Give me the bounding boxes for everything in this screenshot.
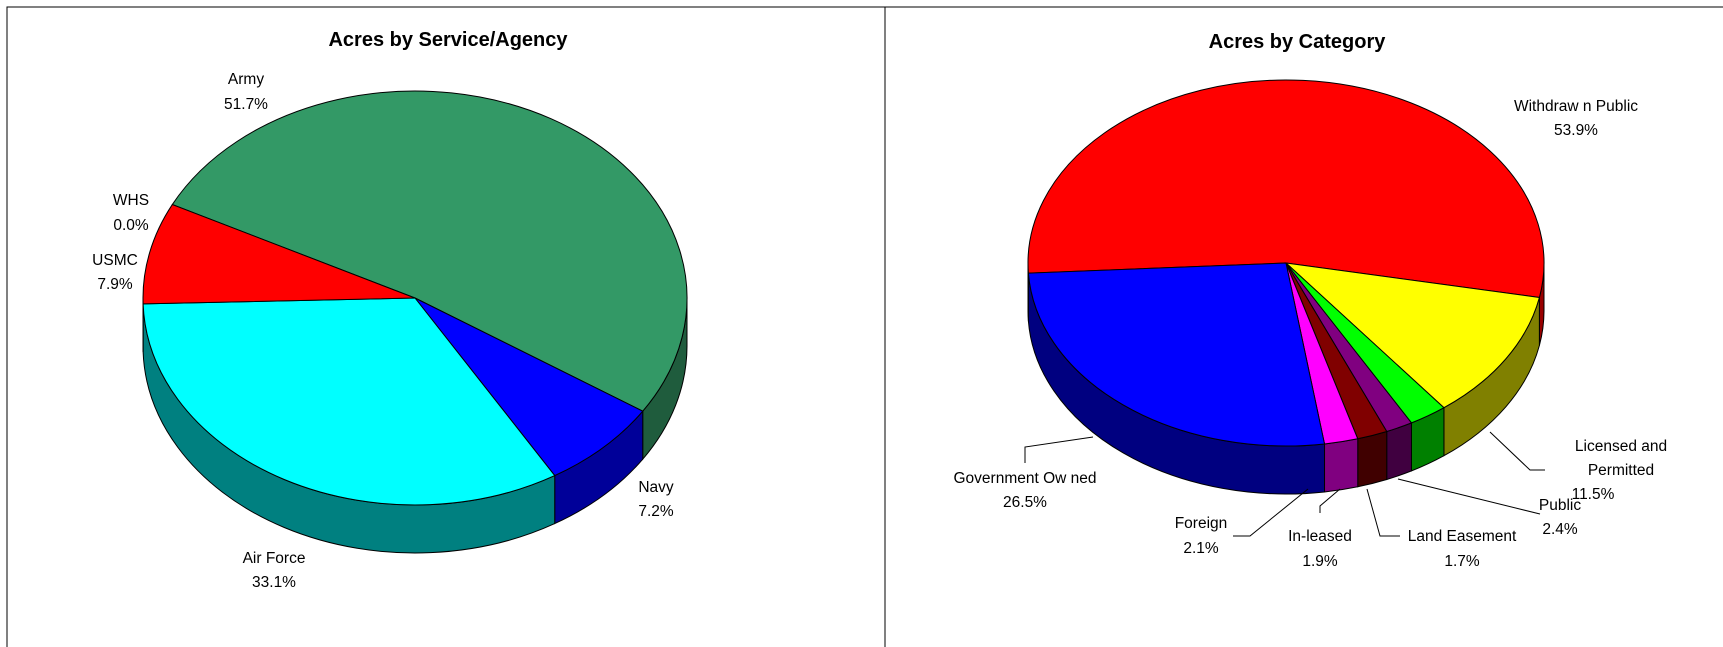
slice-value-whs: 0.0% (113, 217, 149, 234)
slice-value-air-force: 33.1% (252, 574, 296, 591)
slice-label-withdrawn-public: Withdraw n Public (1514, 98, 1638, 115)
slice-label-public: Public (1539, 497, 1581, 514)
chart-title-category: Acres by Category (1209, 31, 1387, 53)
slice-label-government-owned: Government Ow ned (953, 470, 1096, 487)
pie-chart-service: Acres by Service/Agency Army 51.7% Navy … (92, 29, 687, 591)
slice-label-licensed-permitted-line2: Permitted (1588, 462, 1654, 479)
pie-tops-category (1028, 80, 1544, 446)
slice-side-in-leased (1358, 431, 1387, 486)
slice-side-land-easement (1387, 423, 1412, 480)
slice-value-foreign: 2.1% (1183, 540, 1219, 557)
slice-value-army: 51.7% (224, 96, 268, 113)
slice-value-government-owned: 26.5% (1003, 494, 1047, 511)
leader-line-licensed (1490, 432, 1545, 470)
slice-value-navy: 7.2% (638, 503, 674, 520)
slice-label-navy: Navy (638, 479, 674, 496)
slice-label-land-easement: Land Easement (1408, 528, 1517, 545)
slice-value-withdrawn-public: 53.9% (1554, 122, 1598, 139)
chart-title-service: Acres by Service/Agency (328, 29, 568, 51)
slice-label-air-force: Air Force (243, 550, 306, 567)
leader-line-public (1398, 479, 1540, 514)
slice-label-foreign: Foreign (1175, 515, 1228, 532)
slice-side-foreign (1325, 439, 1358, 492)
slice-government-ow-ned (1028, 263, 1324, 446)
slice-value-in-leased: 1.9% (1302, 553, 1338, 570)
slice-label-licensed-permitted-line1: Licensed and (1575, 438, 1667, 455)
slice-label-whs: WHS (113, 192, 149, 209)
pie-tops-service (143, 91, 687, 505)
slice-value-land-easement: 1.7% (1444, 553, 1480, 570)
slice-value-usmc: 7.9% (97, 276, 133, 293)
leader-line-land-easement (1367, 489, 1400, 536)
pie-chart-category: Acres by Category Withdraw n Public 53.9… (953, 31, 1667, 570)
slice-label-army: Army (228, 71, 264, 88)
slice-label-usmc: USMC (92, 252, 138, 269)
slice-label-in-leased: In-leased (1288, 528, 1352, 545)
leader-line-government-owned (1025, 437, 1093, 463)
slice-value-public: 2.4% (1542, 521, 1578, 538)
